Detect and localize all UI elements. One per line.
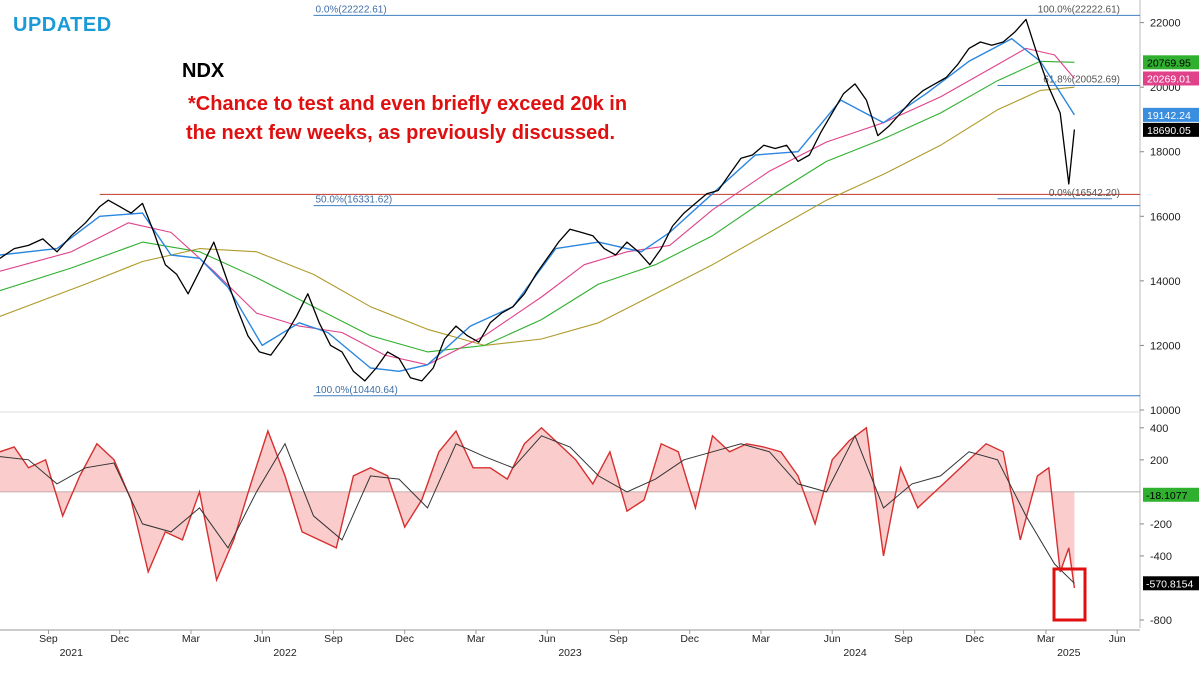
y-tick-label: 16000: [1150, 211, 1181, 223]
x-tick-label: Dec: [680, 633, 699, 645]
value-tag: 20769.95: [1143, 55, 1199, 70]
x-tick-label: Mar: [182, 633, 201, 645]
x-tick-label: Sep: [609, 633, 628, 645]
comment-line-1: *Chance to test and even briefly exceed …: [188, 93, 628, 115]
fib-label: 0.0%(22222.61): [316, 4, 387, 15]
signal-line: [0, 434, 1075, 584]
value-tag: 19142.24: [1143, 107, 1199, 122]
x-year-label: 2021: [60, 647, 84, 659]
highlight-box: [1052, 567, 1087, 622]
x-tick-label: Jun: [254, 633, 271, 645]
value-tag-bg: [1143, 55, 1199, 70]
y-tick-label: 18000: [1150, 147, 1181, 159]
fib-label: 50.0%(16331.62): [316, 195, 393, 206]
x-tick-label: Jun: [1109, 633, 1126, 645]
value-tag-text: -570.8154: [1146, 578, 1193, 590]
x-tick-label: Dec: [965, 633, 984, 645]
fib-label-right: 100.0%(22222.61): [1038, 4, 1120, 15]
price-line: [0, 18, 1076, 382]
x-tick-label: Sep: [39, 633, 58, 645]
x-year-label: 2023: [558, 647, 582, 659]
fib-label: 100.0%(10440.64): [316, 385, 398, 396]
x-tick-label: Jun: [539, 633, 556, 645]
x-year-label: 2022: [273, 647, 297, 659]
value-tag-bg: [1143, 122, 1199, 137]
chart-title: NDX: [182, 60, 225, 82]
value-tag: 18690.05: [1143, 122, 1199, 137]
x-year-label: 2025: [1057, 647, 1081, 659]
updated-badge: UPDATED: [13, 14, 112, 36]
x-tick-label: Dec: [395, 633, 414, 645]
ma_olive-line: [0, 86, 1075, 346]
x-tick-label: Dec: [110, 633, 129, 645]
value-tag: -18.1077: [1143, 487, 1199, 502]
x-tick-label: Mar: [1037, 633, 1056, 645]
y-tick-label: -200: [1150, 519, 1172, 531]
x-tick-label: Sep: [894, 633, 913, 645]
x-year-label: 2024: [843, 647, 867, 659]
value-tag-text: 20269.01: [1147, 73, 1191, 85]
value-tag: 20269.01: [1143, 71, 1199, 86]
x-tick-label: Mar: [752, 633, 771, 645]
x-tick-label: Sep: [324, 633, 343, 645]
oscillator-panel: 400 200 -200 -400 -800 -18.1077 -570.8154: [0, 423, 1199, 627]
y-tick-label: 200: [1150, 455, 1168, 467]
oscillator-fill: [0, 427, 1075, 588]
value-tag-text: 19142.24: [1147, 110, 1191, 122]
value-tag-text: 18690.05: [1147, 125, 1191, 137]
ma_green-line: [0, 60, 1075, 353]
value-tag-bg: [1143, 107, 1199, 122]
fib-label-right: 0.0%(16542.20): [1049, 188, 1120, 199]
value-tag-bg: [1143, 487, 1199, 502]
value-tag-text: 20769.95: [1147, 57, 1191, 69]
y-tick-label: 14000: [1150, 276, 1181, 288]
x-tick-label: Mar: [467, 633, 486, 645]
value-tag-text: -18.1077: [1146, 490, 1188, 502]
x-tick-label: Jun: [824, 633, 841, 645]
time-axis: Sep Dec Mar Jun Sep Dec Mar Jun Sep Dec Mar Jun Sep D…: [0, 629, 1140, 659]
y-tick-label: 400: [1150, 423, 1168, 435]
fib-label-right: 61.8%(20052.69): [1043, 74, 1120, 85]
y-tick-label: 22000: [1150, 18, 1181, 30]
comment-line-2: the next few weeks, as previously discus…: [186, 122, 616, 144]
y-tick-label: -400: [1150, 551, 1172, 563]
value-tag: -570.8154: [1143, 576, 1199, 591]
price-panel: 100001200014000160001800020000220000.0%(…: [0, 0, 1199, 628]
y-tick-label: -800: [1150, 615, 1172, 627]
value-tag-bg: [1143, 576, 1199, 591]
y-tick-label: 10000: [1150, 405, 1181, 417]
value-tag-bg: [1143, 71, 1199, 86]
oscillator-line: [0, 426, 1076, 589]
y-tick-label: 12000: [1150, 340, 1181, 352]
